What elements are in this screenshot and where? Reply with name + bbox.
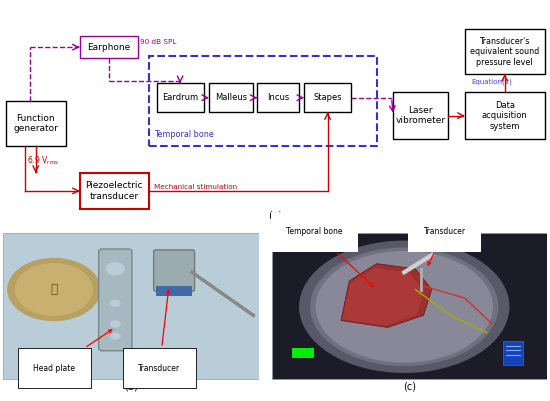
Text: 90 dB SPL: 90 dB SPL: [140, 39, 177, 45]
FancyBboxPatch shape: [3, 233, 258, 379]
FancyBboxPatch shape: [156, 286, 192, 296]
Text: (b): (b): [124, 381, 138, 391]
Text: Transducer: Transducer: [138, 290, 180, 373]
Circle shape: [8, 259, 100, 320]
Text: Malleus: Malleus: [215, 93, 247, 102]
Circle shape: [106, 263, 124, 275]
Text: Eardrum: Eardrum: [162, 93, 198, 102]
Circle shape: [111, 300, 120, 306]
Text: (c): (c): [403, 381, 416, 391]
FancyBboxPatch shape: [257, 83, 299, 112]
FancyBboxPatch shape: [304, 83, 351, 112]
FancyBboxPatch shape: [272, 233, 547, 379]
Text: Function
generator: Function generator: [13, 114, 58, 133]
Circle shape: [111, 321, 120, 327]
FancyBboxPatch shape: [80, 36, 138, 59]
Circle shape: [316, 251, 492, 362]
Text: Temporal bone: Temporal bone: [286, 227, 373, 287]
Text: Piezoelectric
transducer: Piezoelectric transducer: [85, 181, 143, 200]
FancyBboxPatch shape: [80, 173, 148, 209]
Polygon shape: [342, 268, 424, 325]
Text: Laser
vibrometer: Laser vibrometer: [395, 106, 446, 126]
FancyBboxPatch shape: [157, 83, 204, 112]
Text: Data
acquisition
system: Data acquisition system: [482, 101, 527, 131]
FancyBboxPatch shape: [98, 249, 132, 351]
FancyBboxPatch shape: [209, 83, 253, 112]
Text: Incus: Incus: [267, 93, 289, 102]
Text: Mechanical stimulation: Mechanical stimulation: [154, 184, 237, 190]
Text: Transducer: Transducer: [424, 227, 466, 265]
FancyBboxPatch shape: [465, 92, 544, 139]
FancyBboxPatch shape: [153, 250, 195, 291]
FancyBboxPatch shape: [6, 101, 66, 146]
FancyBboxPatch shape: [393, 92, 448, 139]
Text: (a): (a): [268, 210, 282, 220]
Text: Equation(2): Equation(2): [471, 78, 513, 85]
Circle shape: [300, 241, 509, 372]
Text: Transducer's
equivalent sound
pressure level: Transducer's equivalent sound pressure l…: [470, 37, 539, 67]
Text: Stapes: Stapes: [313, 93, 342, 102]
FancyBboxPatch shape: [465, 29, 544, 74]
Circle shape: [111, 333, 120, 339]
FancyBboxPatch shape: [292, 348, 313, 358]
FancyBboxPatch shape: [148, 56, 377, 146]
FancyBboxPatch shape: [503, 341, 522, 365]
Polygon shape: [341, 264, 432, 328]
Text: Earphone: Earphone: [87, 43, 130, 52]
Circle shape: [311, 248, 498, 365]
Text: 6.9 $\mathregular{V_{rms}}$: 6.9 $\mathregular{V_{rms}}$: [28, 155, 59, 168]
Text: 壹: 壹: [50, 283, 58, 296]
Text: Temporal bone: Temporal bone: [154, 130, 214, 139]
Text: Head plate: Head plate: [34, 330, 112, 373]
Circle shape: [15, 264, 92, 315]
